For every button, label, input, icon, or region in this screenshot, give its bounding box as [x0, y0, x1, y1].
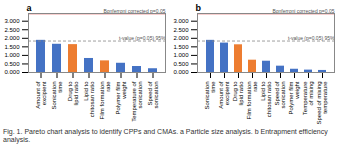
svg-text:Amount ofexcipient: Amount ofexcipient [35, 81, 47, 109]
svg-text:Film formationrate: Film formationrate [246, 81, 258, 120]
html-text:Fig. 1. Pareto chart analysis: Fig. 1. Pareto chart analysis to identif… [3, 128, 328, 143]
svg-text:Temperatureof mixing: Temperatureof mixing [302, 81, 314, 115]
svg-text:a: a [27, 3, 33, 13]
svg-text:t-value (p=0.05) 95%: t-value (p=0.05) 95% [288, 35, 335, 41]
svg-text:Speed ofsonication: Speed ofsonication [147, 81, 159, 108]
svg-text:Lipid tochitosan ratio: Lipid tochitosan ratio [83, 81, 95, 117]
svg-text:Sonicationtime: Sonicationtime [204, 81, 216, 110]
svg-text:0.500: 0.500 [4, 61, 20, 67]
svg-text:3.000: 3.000 [173, 18, 189, 24]
svg-text:Amount ofexcipient: Amount ofexcipient [218, 81, 230, 109]
svg-text:Drug tolipid ratio: Drug tolipid ratio [67, 81, 79, 106]
svg-text:Polymer filmweight: Polymer filmweight [115, 81, 127, 114]
svg-text:2.000: 2.000 [4, 35, 20, 41]
svg-text:3.000: 3.000 [4, 18, 20, 24]
svg-text:Speed ofsonication: Speed ofsonication [274, 81, 286, 108]
svg-text:Polymer filmweight: Polymer filmweight [288, 81, 300, 114]
svg-text:0.500: 0.500 [173, 61, 189, 67]
svg-text:b: b [196, 3, 202, 13]
svg-text:1.500: 1.500 [173, 44, 189, 50]
svg-text:1.500: 1.500 [4, 44, 20, 50]
svg-text:Bonferroni corrected p=0.05: Bonferroni corrected p=0.05 [272, 8, 334, 14]
svg-text:Drug tolipid ratio: Drug tolipid ratio [232, 81, 244, 106]
svg-text:Film formationrate: Film formationrate [99, 81, 111, 120]
svg-text:Sonicationtime: Sonicationtime [51, 81, 63, 110]
svg-text:Speed of mixingtemperature: Speed of mixingtemperature [316, 81, 328, 125]
svg-text:2.000: 2.000 [173, 35, 189, 41]
svg-text:0.000: 0.000 [173, 69, 189, 75]
svg-text:1.000: 1.000 [4, 52, 20, 58]
svg-text:Temperature ofsonication: Temperature ofsonication [131, 81, 143, 122]
svg-text:0.000: 0.000 [4, 69, 20, 75]
svg-text:Bonferroni corrected p=0.05: Bonferroni corrected p=0.05 [103, 8, 165, 14]
svg-text:2.500: 2.500 [173, 27, 189, 33]
svg-text:t-value (p=0.05) 95%: t-value (p=0.05) 95% [119, 35, 166, 41]
svg-text:1.000: 1.000 [173, 52, 189, 58]
svg-text:2.500: 2.500 [4, 27, 20, 33]
svg-text:Lipid tochitosan ratio: Lipid tochitosan ratio [260, 81, 272, 117]
